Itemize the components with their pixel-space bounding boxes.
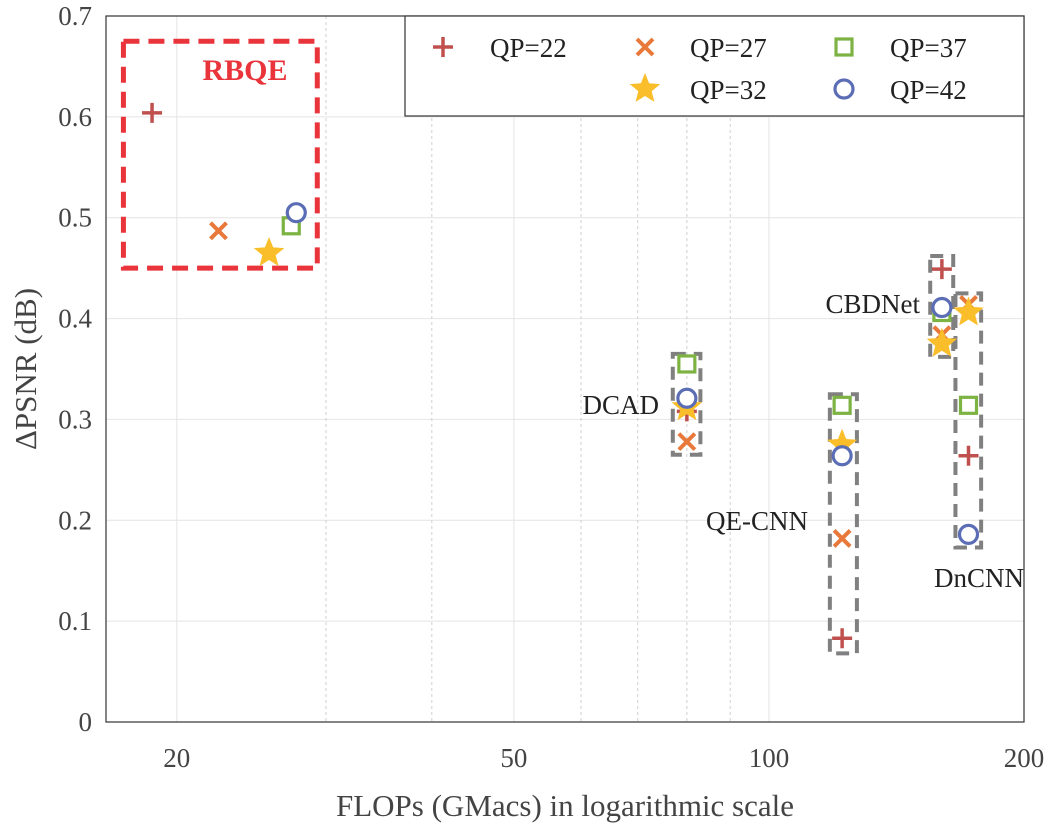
y-tick-label: 0.1	[58, 606, 92, 636]
legend-marker-qp-42	[833, 78, 855, 100]
y-axis-title: ΔPSNR (dB)	[8, 288, 43, 450]
plus-marker-shape	[142, 102, 163, 123]
point-qp-22	[931, 259, 952, 280]
y-tick-label: 0.7	[58, 1, 92, 31]
circle-marker-shape	[831, 445, 853, 467]
circle-marker-shape	[676, 387, 698, 409]
point-qp-42	[931, 296, 953, 319]
x-marker-shape	[832, 529, 852, 548]
legend-label: QP=22	[490, 33, 567, 63]
x-marker-shape	[635, 37, 655, 57]
legend-label: QP=27	[690, 33, 767, 63]
legend-label: QP=32	[690, 75, 767, 105]
y-tick-label: 0.3	[58, 404, 92, 434]
legend: QP=22 QP=27 QP=37 QP=32 QP=42	[404, 15, 1025, 117]
square-marker-shape	[677, 354, 697, 374]
y-tick-label: 0.2	[58, 505, 92, 535]
point-qp-42	[285, 202, 307, 224]
x-tick-label: 20	[163, 743, 190, 773]
plus-marker-shape	[832, 628, 853, 649]
point-qp-27	[832, 529, 852, 548]
x-tick-label: 100	[749, 743, 790, 773]
annotation-dcad: DCAD	[582, 390, 659, 420]
star-marker-shape	[826, 428, 858, 458]
group-box-qe-cnn	[827, 392, 859, 656]
point-qp-32	[826, 428, 858, 458]
circle-marker-shape	[285, 202, 307, 224]
point-qp-42	[676, 387, 698, 409]
grid-lines	[106, 15, 1025, 723]
circle-marker-shape	[833, 78, 855, 100]
point-qp-22	[958, 445, 979, 466]
legend-label: QP=37	[890, 33, 967, 63]
group-boxes	[120, 38, 984, 656]
circle-marker-shape	[931, 296, 953, 319]
plus-marker-shape	[433, 37, 453, 57]
x-tick-label: 50	[500, 743, 527, 773]
group-box-dncnn	[953, 291, 984, 550]
y-tick-label: 0.4	[58, 304, 92, 334]
y-tick-label: 0.5	[58, 203, 92, 233]
plot-area-frame	[105, 15, 1025, 723]
star-marker-shape	[629, 73, 661, 102]
point-qp-27	[677, 432, 697, 452]
annotation-rbqe: RBQE	[202, 54, 287, 87]
x-marker-shape	[209, 221, 228, 241]
annotation-qe-cnn: QE-CNN	[706, 506, 808, 536]
y-tick-label: 0.6	[58, 102, 92, 132]
star-marker-shape	[926, 327, 958, 357]
plus-marker-shape	[931, 259, 952, 280]
data-points	[142, 102, 984, 649]
point-qp-42	[831, 445, 853, 467]
point-qp-27	[209, 221, 228, 241]
x-axis-title: FLOPs (GMacs) in logarithmic scale	[336, 788, 794, 823]
point-qp-37	[958, 395, 979, 415]
y-tick-label: 0	[79, 707, 93, 737]
group-box-rbqe	[120, 38, 320, 271]
point-qp-37	[677, 354, 697, 374]
x-marker-shape	[677, 432, 697, 452]
point-qp-22	[832, 628, 853, 649]
star-marker-shape	[953, 296, 984, 326]
square-marker-shape	[834, 37, 854, 57]
annotation-cbdnet: CBDNet	[826, 289, 921, 319]
point-qp-32	[253, 237, 285, 266]
legend-box	[404, 15, 1025, 117]
axis-ticks: 0 0.1 0.2 0.3 0.4 0.5 0.6 0.7 20 50 100 200	[58, 1, 1044, 773]
point-qp-42	[957, 523, 980, 546]
circle-marker-shape	[957, 523, 980, 546]
legend-label: QP=42	[890, 75, 967, 105]
legend-marker-qp-37	[834, 37, 854, 57]
annotations: RBQE DCAD QE-CNN CBDNet DnCNN	[202, 54, 1024, 593]
point-qp-37	[832, 395, 852, 415]
point-qp-32	[926, 327, 958, 357]
legend-marker-qp-32	[629, 73, 661, 102]
annotation-dncnn: DnCNN	[934, 563, 1024, 593]
legend-marker-qp-27	[635, 37, 655, 57]
square-marker-shape	[832, 395, 852, 415]
x-tick-label: 200	[1004, 743, 1045, 773]
plus-marker-shape	[958, 445, 979, 466]
group-box-cbdnet	[928, 254, 956, 359]
point-qp-22	[142, 102, 163, 123]
star-marker-shape	[253, 237, 285, 266]
legend-marker-qp-22	[433, 37, 453, 57]
square-marker-shape	[958, 395, 979, 415]
point-qp-32	[953, 296, 984, 326]
